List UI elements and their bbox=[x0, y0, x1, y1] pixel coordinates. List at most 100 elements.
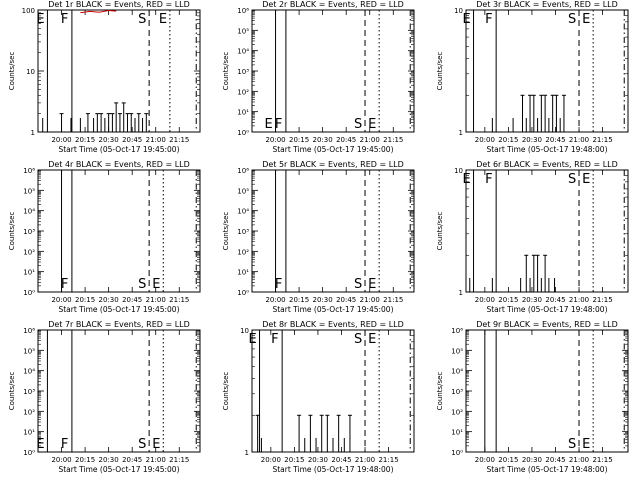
x-tick-label: 20:30 bbox=[313, 296, 333, 304]
y-axis-label: Counts/sec bbox=[8, 52, 16, 91]
y-tick-label: 10⁶ bbox=[23, 327, 35, 335]
y-tick-label: 10⁵ bbox=[451, 347, 463, 355]
marker-letter: E bbox=[152, 277, 160, 292]
x-tick-label: 20:15 bbox=[289, 296, 309, 304]
marker-letter: S bbox=[354, 332, 362, 347]
marker-letter: E bbox=[36, 12, 44, 27]
panel-title: Det 4r BLACK = Events, RED = LLD bbox=[48, 160, 190, 169]
marker-letter: F bbox=[275, 277, 282, 292]
x-tick-label: 21:15 bbox=[592, 296, 612, 304]
y-tick-label: 10³ bbox=[451, 388, 463, 396]
y-tick-label: 10⁶ bbox=[237, 7, 249, 15]
x-tick-label: 20:45 bbox=[545, 296, 565, 304]
x-axis-label: Start Time (05-Oct-17 19:48:00) bbox=[272, 465, 393, 474]
y-tick-label: 10⁰ bbox=[23, 449, 35, 457]
x-tick-label: 20:45 bbox=[336, 296, 356, 304]
x-tick-label: 20:00 bbox=[265, 296, 285, 304]
y-tick-label: 1 bbox=[459, 289, 463, 297]
panel-det-4r: Det 4r BLACK = Events, RED = LLD Counts/s… bbox=[8, 160, 201, 314]
y-tick-label: 10¹ bbox=[451, 429, 463, 437]
x-tick-label: 21:15 bbox=[592, 456, 612, 464]
panel-det-3r: Det 3r BLACK = Events, RED = LLD Counts/s… bbox=[436, 0, 629, 154]
x-tick-label: 21:15 bbox=[378, 456, 398, 464]
y-tick-label: 10⁵ bbox=[23, 347, 35, 355]
y-tick-label: 10³ bbox=[237, 68, 249, 76]
y-tick-label: 10⁴ bbox=[23, 368, 35, 376]
x-axis-label: Start Time (05-Oct-17 19:48:00) bbox=[486, 465, 607, 474]
y-tick-label: 10⁰ bbox=[237, 129, 249, 137]
y-axis-label: Counts/sec bbox=[8, 212, 16, 251]
y-tick-label: 10⁶ bbox=[23, 167, 35, 175]
y-tick-label: 10¹ bbox=[237, 109, 249, 117]
x-tick-label: 20:15 bbox=[75, 136, 95, 144]
plot-frame bbox=[465, 9, 629, 133]
y-tick-label: 10² bbox=[451, 408, 463, 416]
marker-letter: F bbox=[485, 12, 492, 27]
x-axis-label: Start Time (05-Oct-17 19:48:00) bbox=[486, 305, 607, 314]
y-tick-label: 10 bbox=[454, 7, 463, 15]
marker-letter: E bbox=[265, 117, 273, 132]
y-tick-label: 10⁵ bbox=[237, 27, 249, 35]
panel-title: Det 1r BLACK = Events, RED = LLD bbox=[48, 0, 190, 9]
x-tick-label: 20:45 bbox=[122, 456, 142, 464]
x-tick-label: 20:30 bbox=[522, 296, 542, 304]
x-tick-label: 20:15 bbox=[284, 456, 304, 464]
marker-letter: S bbox=[568, 172, 576, 187]
y-axis-label: Counts/sec bbox=[436, 212, 444, 251]
y-tick-label: 10¹ bbox=[23, 429, 35, 437]
y-tick-label: 10² bbox=[23, 408, 35, 416]
panel-det-1r: Det 1r BLACK = Events, RED = LLD Counts/s… bbox=[8, 0, 201, 154]
x-tick-label: 20:30 bbox=[522, 136, 542, 144]
y-tick-label: 10⁵ bbox=[23, 187, 35, 195]
panel-det-9r: Det 9r BLACK = Events, RED = LLD Counts/s… bbox=[436, 320, 629, 474]
marker-letter: S bbox=[568, 437, 576, 452]
x-tick-label: 21:00 bbox=[569, 296, 589, 304]
x-tick-label: 20:15 bbox=[289, 136, 309, 144]
x-axis-label: Start Time (05-Oct-17 19:45:00) bbox=[58, 145, 179, 154]
x-tick-label: 21:15 bbox=[169, 456, 189, 464]
x-axis-label: Start Time (05-Oct-17 19:45:00) bbox=[272, 305, 393, 314]
marker-letter: F bbox=[275, 117, 282, 132]
panel-det-7r: Det 7r BLACK = Events, RED = LLD Counts/s… bbox=[8, 320, 201, 474]
y-tick-label: 10 bbox=[240, 327, 249, 335]
x-tick-label: 20:45 bbox=[331, 456, 351, 464]
marker-letter: E bbox=[36, 437, 44, 452]
x-axis-label: Start Time (05-Oct-17 19:45:00) bbox=[272, 145, 393, 154]
x-tick-label: 21:00 bbox=[146, 456, 166, 464]
x-axis-label: Start Time (05-Oct-17 19:48:00) bbox=[486, 145, 607, 154]
y-axis-label: Counts/sec bbox=[222, 372, 230, 411]
x-tick-label: 21:00 bbox=[569, 456, 589, 464]
panel-title: Det 6r BLACK = Events, RED = LLD bbox=[476, 160, 618, 169]
marker-letter: S bbox=[354, 117, 362, 132]
x-tick-label: 21:00 bbox=[355, 456, 375, 464]
marker-letter: E bbox=[368, 277, 376, 292]
x-tick-label: 21:00 bbox=[146, 296, 166, 304]
marker-letter: F bbox=[271, 332, 278, 347]
x-tick-label: 20:00 bbox=[51, 136, 71, 144]
marker-letter: S bbox=[138, 277, 146, 292]
lld-series-line bbox=[80, 10, 117, 14]
x-tick-label: 20:15 bbox=[498, 136, 518, 144]
y-tick-label: 10¹ bbox=[23, 269, 35, 277]
x-axis-label: Start Time (05-Oct-17 19:45:00) bbox=[58, 305, 179, 314]
x-tick-label: 20:00 bbox=[51, 296, 71, 304]
panel-det-8r: Det 8r BLACK = Events, RED = LLD Counts/s… bbox=[222, 320, 415, 474]
x-tick-label: 20:45 bbox=[122, 136, 142, 144]
y-tick-label: 10⁶ bbox=[237, 167, 249, 175]
x-tick-label: 20:30 bbox=[99, 456, 119, 464]
marker-letter: E bbox=[463, 12, 471, 27]
x-tick-label: 21:15 bbox=[383, 296, 403, 304]
marker-letter: E bbox=[152, 437, 160, 452]
x-tick-label: 21:15 bbox=[592, 136, 612, 144]
y-tick-label: 10² bbox=[23, 248, 35, 256]
x-tick-label: 21:15 bbox=[169, 136, 189, 144]
marker-letter: S bbox=[138, 12, 146, 27]
panel-title: Det 2r BLACK = Events, RED = LLD bbox=[262, 0, 404, 9]
x-tick-label: 20:00 bbox=[475, 456, 495, 464]
y-tick-label: 1 bbox=[245, 449, 249, 457]
y-tick-label: 10² bbox=[237, 248, 249, 256]
y-tick-label: 10³ bbox=[237, 228, 249, 236]
marker-letter: E bbox=[582, 437, 590, 452]
x-tick-label: 20:30 bbox=[99, 296, 119, 304]
